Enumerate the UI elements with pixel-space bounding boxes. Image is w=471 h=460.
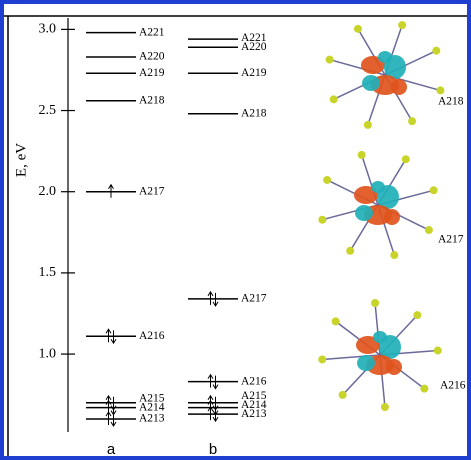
orbital-label: A216 bbox=[440, 380, 466, 392]
atom bbox=[434, 347, 442, 355]
atom bbox=[318, 355, 326, 363]
y-axis-label: E, eV bbox=[13, 143, 29, 177]
lobe bbox=[357, 355, 375, 371]
level-label: A219 bbox=[139, 67, 165, 79]
atom bbox=[408, 117, 416, 125]
level-label: A216 bbox=[241, 375, 267, 387]
series-label: b bbox=[209, 441, 217, 458]
y-tick-label: 3.0 bbox=[39, 22, 57, 37]
level-label: A218 bbox=[139, 94, 165, 106]
atom bbox=[358, 151, 366, 159]
atom bbox=[364, 121, 372, 129]
atom bbox=[381, 403, 389, 411]
atom bbox=[354, 25, 362, 33]
atom bbox=[436, 86, 444, 94]
level-label: A214 bbox=[139, 401, 165, 413]
level-label: A220 bbox=[139, 51, 165, 63]
atom bbox=[425, 226, 433, 234]
atom bbox=[390, 251, 398, 259]
atom bbox=[318, 216, 326, 224]
atom bbox=[346, 247, 354, 255]
lobe bbox=[355, 205, 373, 221]
level-label: A220 bbox=[241, 41, 267, 53]
atom bbox=[323, 176, 331, 184]
lobe bbox=[378, 51, 392, 63]
level-label: A221 bbox=[139, 26, 165, 38]
orbital-label: A217 bbox=[438, 234, 464, 246]
lobe bbox=[386, 359, 402, 375]
y-tick-label: 2.5 bbox=[39, 103, 57, 118]
atom bbox=[398, 21, 406, 29]
level-label: A218 bbox=[241, 107, 267, 119]
y-tick-label: 2.0 bbox=[39, 184, 57, 199]
level-label: A217 bbox=[139, 185, 165, 197]
atom bbox=[326, 56, 334, 64]
atom bbox=[371, 299, 379, 307]
lobe bbox=[362, 75, 380, 91]
series-label: a bbox=[107, 441, 116, 458]
lobe bbox=[371, 181, 385, 193]
atom bbox=[402, 155, 410, 163]
atom bbox=[420, 385, 428, 393]
page: E, eV A218 A217 A216 1.0 1.5 2.0 2.5 3.0 a A221 A… bbox=[0, 0, 471, 460]
atom bbox=[332, 317, 340, 325]
level-label: A216 bbox=[139, 330, 165, 342]
atom bbox=[330, 95, 338, 103]
level-label: A219 bbox=[241, 67, 267, 79]
orbital-label: A218 bbox=[438, 96, 464, 108]
level-label: A213 bbox=[139, 413, 165, 425]
chart: E, eV A218 A217 A216 1.0 1.5 2.0 2.5 3.0 a A221 A… bbox=[0, 0, 471, 460]
atom bbox=[339, 391, 347, 399]
atom bbox=[432, 47, 440, 55]
lobe bbox=[391, 79, 407, 95]
lobe bbox=[384, 209, 400, 225]
lobe bbox=[373, 331, 387, 343]
atom bbox=[430, 186, 438, 194]
level-label: A213 bbox=[241, 408, 267, 420]
y-tick-label: 1.5 bbox=[39, 265, 57, 280]
y-tick-label: 1.0 bbox=[39, 346, 57, 361]
atom bbox=[413, 311, 421, 319]
level-label: A217 bbox=[241, 293, 267, 305]
